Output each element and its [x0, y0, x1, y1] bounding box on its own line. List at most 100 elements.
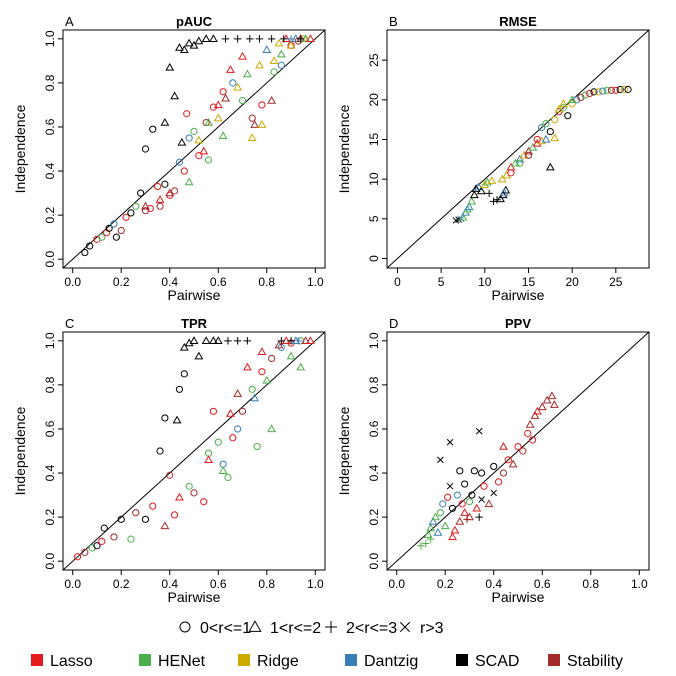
y-axis-title: Independence [12, 104, 28, 193]
data-point [428, 516, 438, 525]
y-tick-label: 0.0 [43, 251, 57, 268]
data-point [175, 492, 184, 501]
y-tick-label: 0.6 [43, 420, 57, 437]
data-point [189, 336, 199, 344]
x-tick-label: 15 [522, 275, 536, 289]
data-point [456, 467, 464, 475]
data-point [431, 512, 440, 521]
legend-swatch [31, 654, 43, 666]
y-tick-label: 0.0 [367, 553, 381, 570]
y-tick-label: 0.8 [43, 376, 57, 393]
data-point [545, 162, 555, 171]
data-point [213, 100, 223, 109]
data-point [276, 49, 286, 58]
data-point [170, 511, 179, 519]
data-point [229, 79, 237, 87]
data-point [448, 504, 457, 512]
data-point [457, 215, 465, 223]
data-point [190, 489, 198, 497]
panel-c: 0.0 0.2 0.4 0.6 0.8 1.0 0.0 0.2 0.4 0.6 0.8 1.0 TPR C… [12, 316, 326, 605]
data-point [296, 362, 306, 371]
data-point [516, 159, 524, 167]
data-point [524, 151, 533, 159]
x-tick-label: 0.6 [210, 275, 227, 289]
y-tick-label: 0 [367, 255, 381, 262]
data-point [448, 532, 457, 541]
data-point [165, 188, 175, 197]
data-point [499, 442, 508, 450]
y-tick-label: 0.6 [367, 420, 381, 437]
plot-frame [386, 331, 650, 571]
data-point [478, 496, 485, 503]
panel-a: 0.0 0.2 0.4 0.6 0.8 1.0 0.0 0.2 0.4 0.6 0.8 1.0 pAUC… [12, 14, 326, 303]
data-point [218, 466, 228, 475]
data-point [267, 424, 277, 433]
data-point [533, 135, 541, 144]
data-points [417, 391, 559, 550]
x-tick-label: 0.4 [161, 275, 178, 289]
data-point [177, 137, 187, 146]
data-point [132, 202, 140, 210]
x-axis-title: Pairwise [492, 589, 545, 605]
data-point [208, 34, 218, 42]
data-point [262, 375, 272, 384]
legend-swatch [548, 654, 560, 666]
y-tick-label: 1.0 [43, 30, 57, 47]
data-point [258, 101, 266, 109]
x-tick-label: 0.2 [437, 577, 454, 591]
x-axis-title: Pairwise [168, 589, 221, 605]
data-point [485, 189, 493, 198]
data-point [257, 120, 267, 128]
data-point [493, 196, 501, 204]
data-point [165, 62, 175, 71]
data-point [612, 86, 620, 94]
legend-method-label: Lasso [50, 653, 93, 670]
identity-line [387, 30, 649, 268]
data-point [455, 516, 465, 525]
data-point [541, 134, 551, 143]
legend-method-label: Stability [567, 653, 623, 670]
x-tick-label: 0.0 [64, 577, 81, 591]
data-point [490, 462, 498, 471]
data-point [161, 414, 169, 422]
data-point [496, 194, 505, 203]
y-tick-label: 0.4 [43, 162, 57, 179]
plot-frame [386, 29, 650, 269]
data-point [201, 34, 211, 42]
x-axis-title: Pairwise [492, 287, 545, 303]
legend-swatch [456, 654, 468, 666]
data-point [528, 142, 538, 151]
data-point [524, 429, 532, 437]
data-point [564, 112, 572, 120]
data-point [542, 395, 552, 404]
data-point [474, 182, 484, 191]
data-point [105, 224, 113, 232]
data-point [233, 337, 242, 345]
data-point [149, 125, 157, 133]
data-point [472, 503, 482, 512]
x-tick-label: 0.8 [258, 577, 275, 591]
data-point [277, 337, 286, 345]
panel-b: 0 5 10 15 20 25 0 5 10 15 20 25 RMSE B Pairwise Indepen… [336, 14, 650, 303]
y-tick-label: 0.4 [43, 464, 57, 481]
panel-letter: A [65, 14, 74, 29]
data-point [190, 127, 198, 135]
data-point [436, 509, 444, 517]
data-point [242, 69, 252, 78]
data-point [185, 134, 193, 142]
x-tick-label: 0.8 [258, 275, 275, 289]
data-point [506, 162, 516, 171]
data-points [452, 85, 632, 224]
data-point [219, 88, 227, 96]
data-point [508, 459, 518, 468]
data-point [189, 40, 199, 49]
data-point [525, 419, 535, 428]
data-point [149, 502, 157, 510]
data-point [221, 35, 230, 43]
data-point [475, 427, 483, 435]
data-point [277, 61, 285, 69]
data-point [490, 489, 498, 497]
data-point [599, 87, 607, 95]
